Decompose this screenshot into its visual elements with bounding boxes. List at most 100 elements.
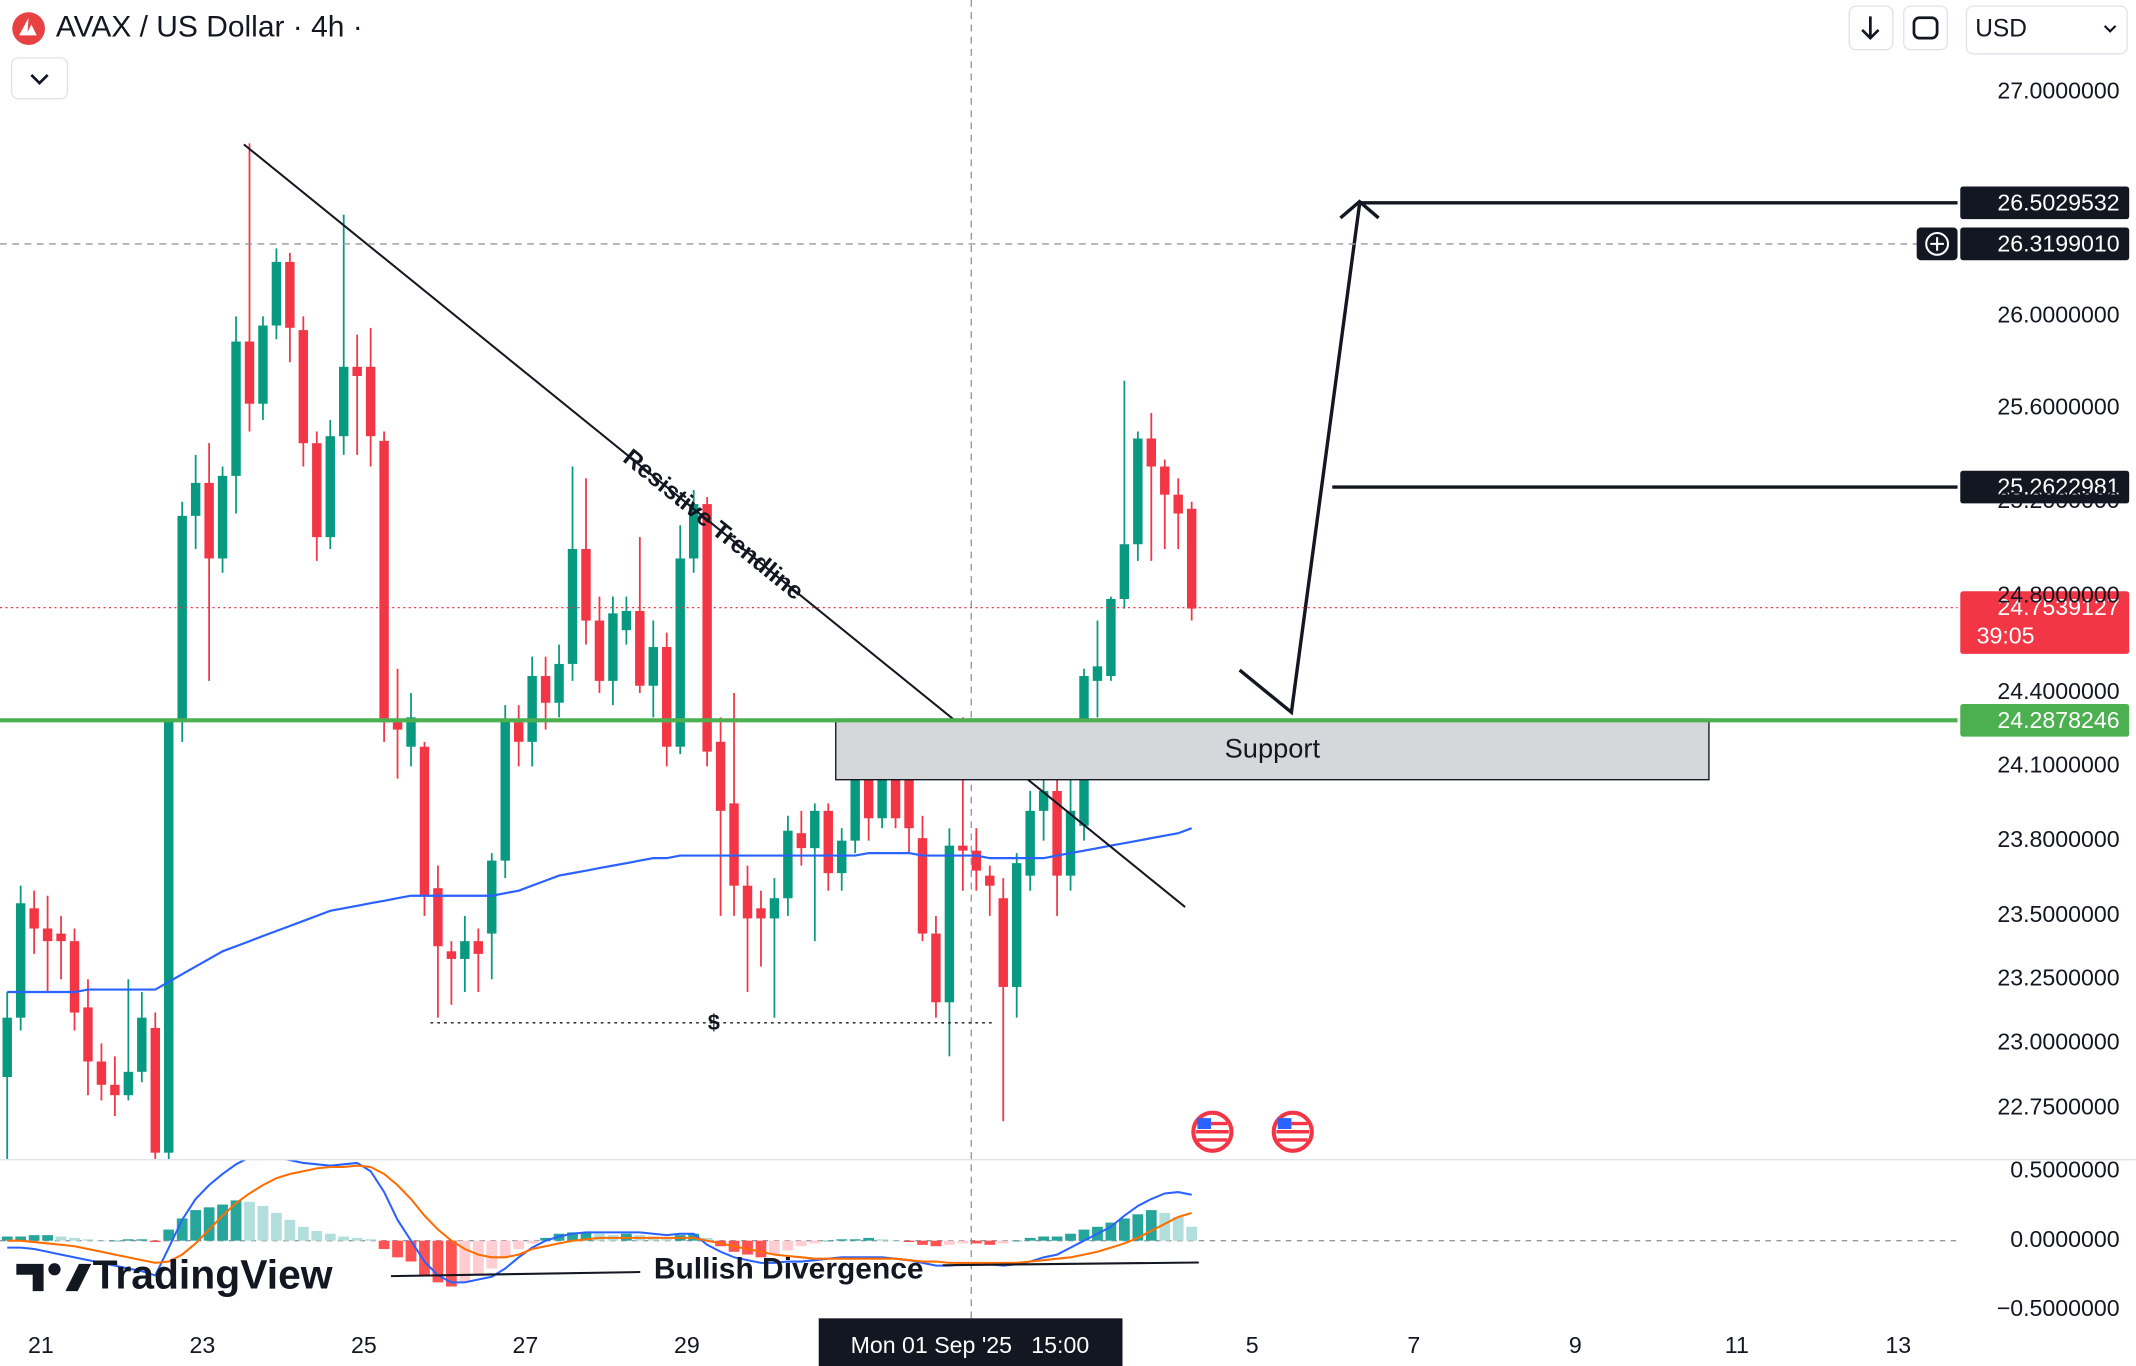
event-icon[interactable] [1271, 1110, 1314, 1153]
histogram-bar [997, 1240, 1009, 1244]
x-tick-label: 9 [1569, 1332, 1582, 1358]
histogram-bar [472, 1240, 484, 1275]
histogram-bar [863, 1237, 875, 1241]
countdown: 39:05 [1977, 623, 2035, 649]
histogram-bar [944, 1240, 955, 1245]
candle-body [944, 845, 955, 1003]
candle-body [312, 443, 322, 538]
histogram-bar [365, 1239, 377, 1241]
histogram-bar [486, 1240, 498, 1269]
divergence-line [390, 1271, 641, 1278]
candle-body [567, 548, 578, 664]
currency: USD [1975, 15, 2027, 42]
macd-line [7, 1164, 1192, 1264]
candle-body [621, 610, 632, 631]
histogram-bar [217, 1204, 228, 1241]
histogram-bar [149, 1240, 161, 1243]
x-tick-label: 21 [28, 1332, 54, 1358]
candle-body [325, 436, 335, 538]
x-tick-label: 5 [1246, 1332, 1259, 1358]
crosshair-time-box [818, 1318, 1123, 1366]
candle-body [1011, 863, 1022, 987]
histogram-bar [136, 1239, 148, 1241]
support-zone [835, 718, 1710, 781]
candle-body [271, 261, 282, 326]
histogram-bar [1172, 1217, 1184, 1241]
y-tick-label: 24.1000000 [1997, 751, 2119, 777]
histogram-bar [795, 1240, 807, 1247]
candle-body [285, 261, 295, 328]
candle-body [69, 941, 80, 1013]
candle-body [890, 778, 901, 819]
histogram-bar [190, 1210, 202, 1241]
candle-body [1092, 666, 1103, 681]
price-label-box [1960, 703, 2130, 737]
histogram-bar [930, 1240, 942, 1247]
histogram-bar [392, 1240, 403, 1258]
histogram-bar [1038, 1236, 1050, 1241]
add-alert-icon [1930, 237, 1944, 251]
candle-body [702, 504, 712, 752]
price-label: 26.3199010 [1997, 230, 2119, 256]
candle-body [29, 908, 39, 929]
x-tick-label: 23 [190, 1332, 216, 1358]
candle-body [446, 951, 457, 959]
y-tick-label: −0.5000000 [1997, 1295, 2120, 1321]
candle-body [392, 722, 403, 730]
price-label-box [1960, 227, 2130, 261]
divergence-line [942, 1261, 1199, 1267]
event-icon[interactable] [1191, 1110, 1234, 1153]
reload-button[interactable] [1903, 5, 1949, 51]
candle-body [231, 341, 241, 476]
histogram-bar [459, 1240, 471, 1283]
candle-body [83, 1007, 93, 1062]
price-label: 25.2622981 [1997, 474, 2119, 500]
candle-body [958, 845, 968, 851]
candle-body [298, 330, 309, 444]
candle-body [96, 1061, 107, 1085]
y-tick-label: 24.8000000 [1997, 582, 2119, 608]
histogram-bar [446, 1240, 457, 1287]
histogram-bar [378, 1240, 390, 1250]
symbol-icon [12, 12, 45, 45]
histogram-bar [782, 1240, 794, 1251]
candle-body [244, 341, 255, 404]
candle-body [513, 722, 524, 742]
candle-body [688, 504, 699, 559]
histogram-bar [324, 1233, 336, 1241]
candle-body [810, 810, 820, 849]
currency-select[interactable] [1965, 5, 2128, 55]
x-tick-label: 13 [1885, 1332, 1911, 1358]
histogram-bar [1145, 1210, 1157, 1241]
candle-body [985, 875, 995, 886]
price-label: 24.2878246 [1997, 707, 2119, 733]
histogram-bar [742, 1240, 753, 1255]
collapse-button[interactable] [10, 57, 69, 100]
histogram-bar [526, 1240, 538, 1244]
candle-body [177, 515, 187, 720]
candle-body [204, 482, 214, 559]
histogram-bar [1011, 1240, 1023, 1242]
y-tick-label: 26.0000000 [1997, 302, 2119, 328]
x-tick-label: 11 [1725, 1332, 1749, 1358]
reload-icon [1912, 16, 1939, 40]
candle-body [850, 776, 860, 841]
candle-body [1038, 791, 1049, 811]
histogram-bar [890, 1240, 901, 1242]
y-tick-label: 23.8000000 [1997, 826, 2119, 852]
candle-body [540, 676, 551, 703]
add-alert-icon [1925, 231, 1950, 256]
histogram-bar [338, 1236, 350, 1241]
price-label-box [1960, 186, 2130, 220]
histogram-bar [755, 1240, 767, 1258]
y-tick-label: 23.5000000 [1997, 901, 2119, 927]
histogram-bar [903, 1240, 915, 1243]
candle-body [715, 741, 726, 811]
price-label: 24.7539127 [1997, 594, 2119, 620]
x-tick-label: 25 [351, 1332, 377, 1358]
candle-body [56, 933, 66, 942]
histogram-bar [849, 1239, 861, 1241]
y-tick-label: 24.4000000 [1997, 678, 2119, 704]
candle-body [998, 898, 1008, 987]
histogram-bar [176, 1218, 188, 1241]
